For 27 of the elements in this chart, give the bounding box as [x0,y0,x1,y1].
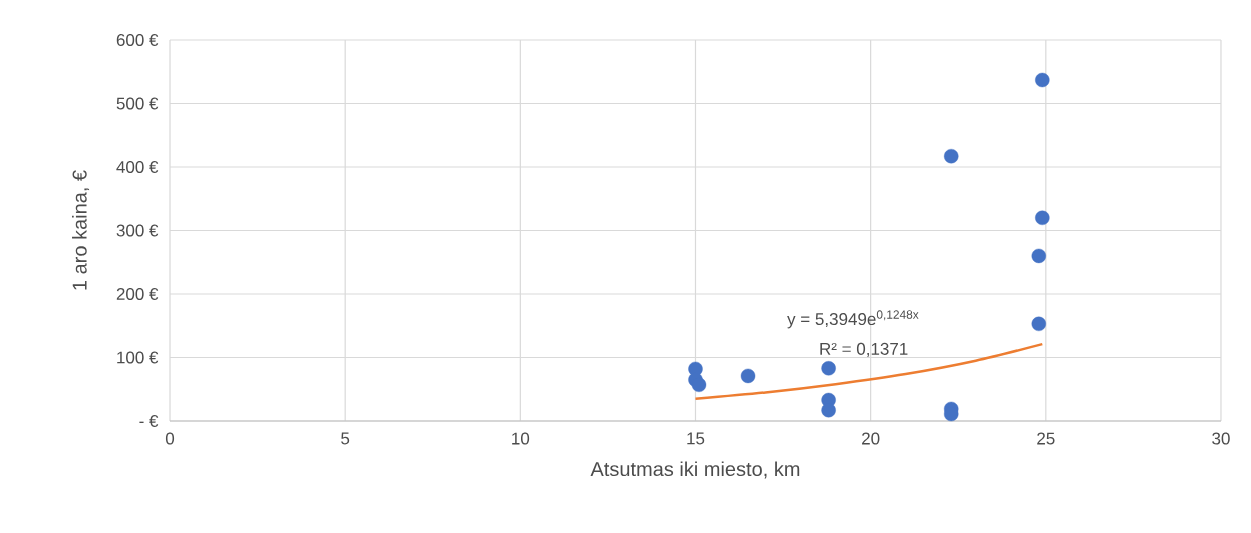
y-tick-label: 200 € [116,287,159,301]
point [944,149,959,164]
y-tick-label: 500 € [116,97,159,110]
y-tick-label: 400 € [116,160,159,174]
point [821,361,836,376]
x-axis-title: Atsutmas iki miesto, km [590,461,800,479]
point [1031,248,1047,264]
x-tick-label: 30 [1212,432,1230,445]
annotation: R² = 0,1371 [820,342,908,357]
point [1035,72,1050,88]
x-tick-label: 10 [512,432,530,445]
x-tick-label: 5 [341,432,350,445]
y-axis-title: 1 aro kaina, € [72,170,90,290]
y-tick-label: 300 € [116,224,159,237]
point [1031,316,1047,332]
annotation: y = 5,3949e$^{0,1248x}$ [787,310,919,329]
y-tick-label: 100 € [117,351,159,364]
x-tick-label: 25 [1037,432,1055,445]
x-tick-label: 20 [862,432,880,445]
line-series [694,342,1044,401]
x-tick-label: 0 [165,432,175,445]
y-tick-label: 600 € [116,33,159,47]
y-tick-label: - € [139,414,159,428]
point [691,377,707,392]
point [1035,210,1050,225]
x-tick-label: 15 [687,432,705,445]
point [740,368,756,384]
